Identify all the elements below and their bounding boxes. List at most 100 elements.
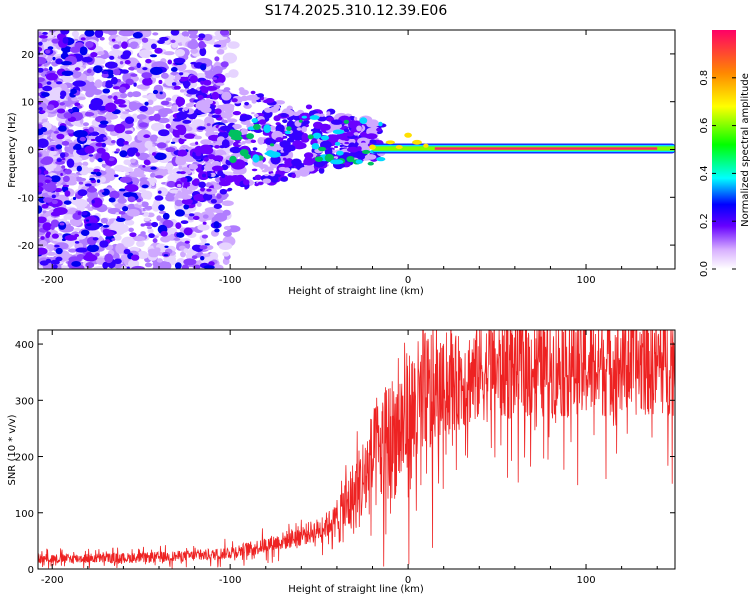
spectrogram-blob <box>155 90 167 100</box>
spectrogram-blob <box>135 152 141 157</box>
spectrogram-blob <box>219 125 232 131</box>
spectrogram-blob <box>184 133 196 139</box>
spectrogram-blob <box>242 179 250 186</box>
spectrogram-blob <box>171 82 177 86</box>
spectrogram-blob <box>318 146 327 152</box>
spectrogram-blob <box>38 41 43 46</box>
spectrogram-blob <box>128 259 140 269</box>
spectrogram-blob <box>75 122 81 127</box>
spectrogram-blob <box>103 230 115 237</box>
spectrogram-blob <box>55 81 63 85</box>
spectrogram-blob <box>40 38 48 43</box>
spectrogram-blob <box>156 142 167 149</box>
spectrogram-blob <box>123 248 131 255</box>
spectrogram-y-tick-label: -20 <box>18 241 34 252</box>
spectrogram-blob <box>226 118 238 123</box>
snr-y-tick-label: 100 <box>15 509 34 520</box>
spectrogram-blob <box>38 138 49 149</box>
spectrogram-blob <box>73 130 88 138</box>
spectrogram-blob <box>143 134 151 138</box>
spectrogram-blob <box>136 114 147 120</box>
spectrogram-blob <box>163 254 169 257</box>
spectrogram-blob <box>423 143 429 148</box>
spectrogram-blob <box>53 131 60 134</box>
spectrogram-blob <box>180 177 188 183</box>
spectrogram-blob <box>199 47 207 57</box>
spectrogram-blob <box>154 195 164 201</box>
spectrogram-blob <box>204 116 215 126</box>
spectrogram-blob <box>162 212 170 220</box>
spectrogram-blob <box>291 173 296 179</box>
spectrogram-blob <box>330 119 343 125</box>
spectrogram-blob <box>85 40 94 48</box>
spectrogram-blob <box>94 79 103 89</box>
spectrogram-blob <box>174 48 186 57</box>
spectrogram-blob <box>141 190 153 200</box>
spectrogram-blob <box>175 124 186 130</box>
spectrogram-blob <box>221 139 230 149</box>
spectrogram-blob <box>366 130 370 134</box>
spectrogram-blob <box>222 52 238 64</box>
spectrogram-blob <box>61 165 66 169</box>
spectrogram-blob <box>218 242 233 250</box>
spectrogram-blob <box>42 85 53 92</box>
spectrogram-blob <box>317 115 327 122</box>
spectrogram-blob <box>136 62 141 69</box>
spectrogram-blob <box>110 76 118 85</box>
spectrogram-blob <box>77 211 82 216</box>
spectrogram-blob <box>163 51 175 56</box>
spectrogram-blob <box>158 204 165 211</box>
spectrogram-blob <box>202 221 207 225</box>
spectrogram-blob <box>120 53 130 60</box>
spectrogram-blob <box>181 264 189 269</box>
spectrogram-blob <box>71 106 80 114</box>
spectrogram-blob <box>175 96 186 107</box>
spectrogram-blob <box>105 61 118 69</box>
spectrogram-blob <box>152 238 158 244</box>
spectrogram-blob <box>152 264 163 269</box>
spectrogram-blob <box>51 194 56 199</box>
spectrogram-blob <box>314 156 324 163</box>
spectrogram-x-tick-label: -200 <box>41 275 64 286</box>
spectrogram-blob <box>128 227 134 232</box>
spectrogram-blob <box>228 69 239 78</box>
spectrogram-blob <box>213 44 222 48</box>
snr-y-tick-label: 300 <box>15 396 34 407</box>
spectrogram-blob <box>206 126 214 132</box>
spectrogram-blob <box>160 100 170 106</box>
snr-panel: -200 -100 0 100 0 100 200 300 400 Height of stra… <box>7 329 676 595</box>
spectrogram-blob <box>150 43 157 50</box>
spectrogram-blob <box>202 214 209 219</box>
spectrogram-blob <box>160 261 172 269</box>
spectrogram-blob <box>46 104 55 111</box>
spectrogram-blob <box>183 183 191 187</box>
spectrogram-blob <box>117 197 127 204</box>
spectrogram-blob <box>43 197 53 203</box>
spectrogram-blob <box>232 170 242 175</box>
spectrogram-blob <box>62 175 70 183</box>
spectrogram-blob <box>228 129 242 138</box>
spectrogram-blob <box>252 147 258 151</box>
spectrogram-blob <box>148 115 156 121</box>
spectrogram-blob <box>46 251 57 256</box>
spectrogram-blob <box>123 140 129 145</box>
spectrogram-blob <box>130 254 140 261</box>
spectrogram-blob <box>227 41 240 49</box>
spectrogram-blob <box>280 113 288 118</box>
spectrogram-blob <box>39 260 49 266</box>
spectrogram-blob <box>68 256 82 263</box>
spectrogram-blob <box>140 231 146 235</box>
spectrogram-blob <box>238 142 244 146</box>
spectrogram-blob <box>96 147 106 154</box>
spectrogram-blob <box>166 180 176 188</box>
spectrogram-blob <box>84 145 95 154</box>
spectrogram-blob <box>203 265 215 269</box>
spectrogram-blob <box>127 196 136 203</box>
spectrogram-blob <box>324 153 334 163</box>
spectrogram-blob <box>164 245 169 248</box>
spectrogram-image <box>38 30 675 269</box>
spectrogram-blob <box>206 188 212 192</box>
spectrogram-blob <box>56 133 65 140</box>
spectrogram-blob <box>222 209 231 216</box>
spectrogram-blob <box>184 106 189 112</box>
